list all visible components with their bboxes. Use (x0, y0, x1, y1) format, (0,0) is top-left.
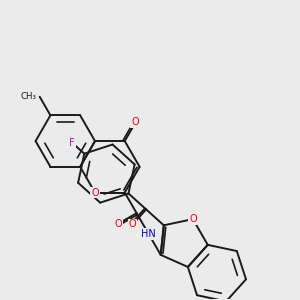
Text: O: O (114, 219, 122, 229)
Text: O: O (129, 219, 136, 230)
Text: O: O (131, 117, 139, 127)
Text: CH₃: CH₃ (20, 92, 36, 101)
Text: HN: HN (141, 229, 156, 239)
Text: O: O (189, 214, 197, 224)
Text: F: F (69, 138, 75, 148)
Text: O: O (91, 188, 99, 198)
